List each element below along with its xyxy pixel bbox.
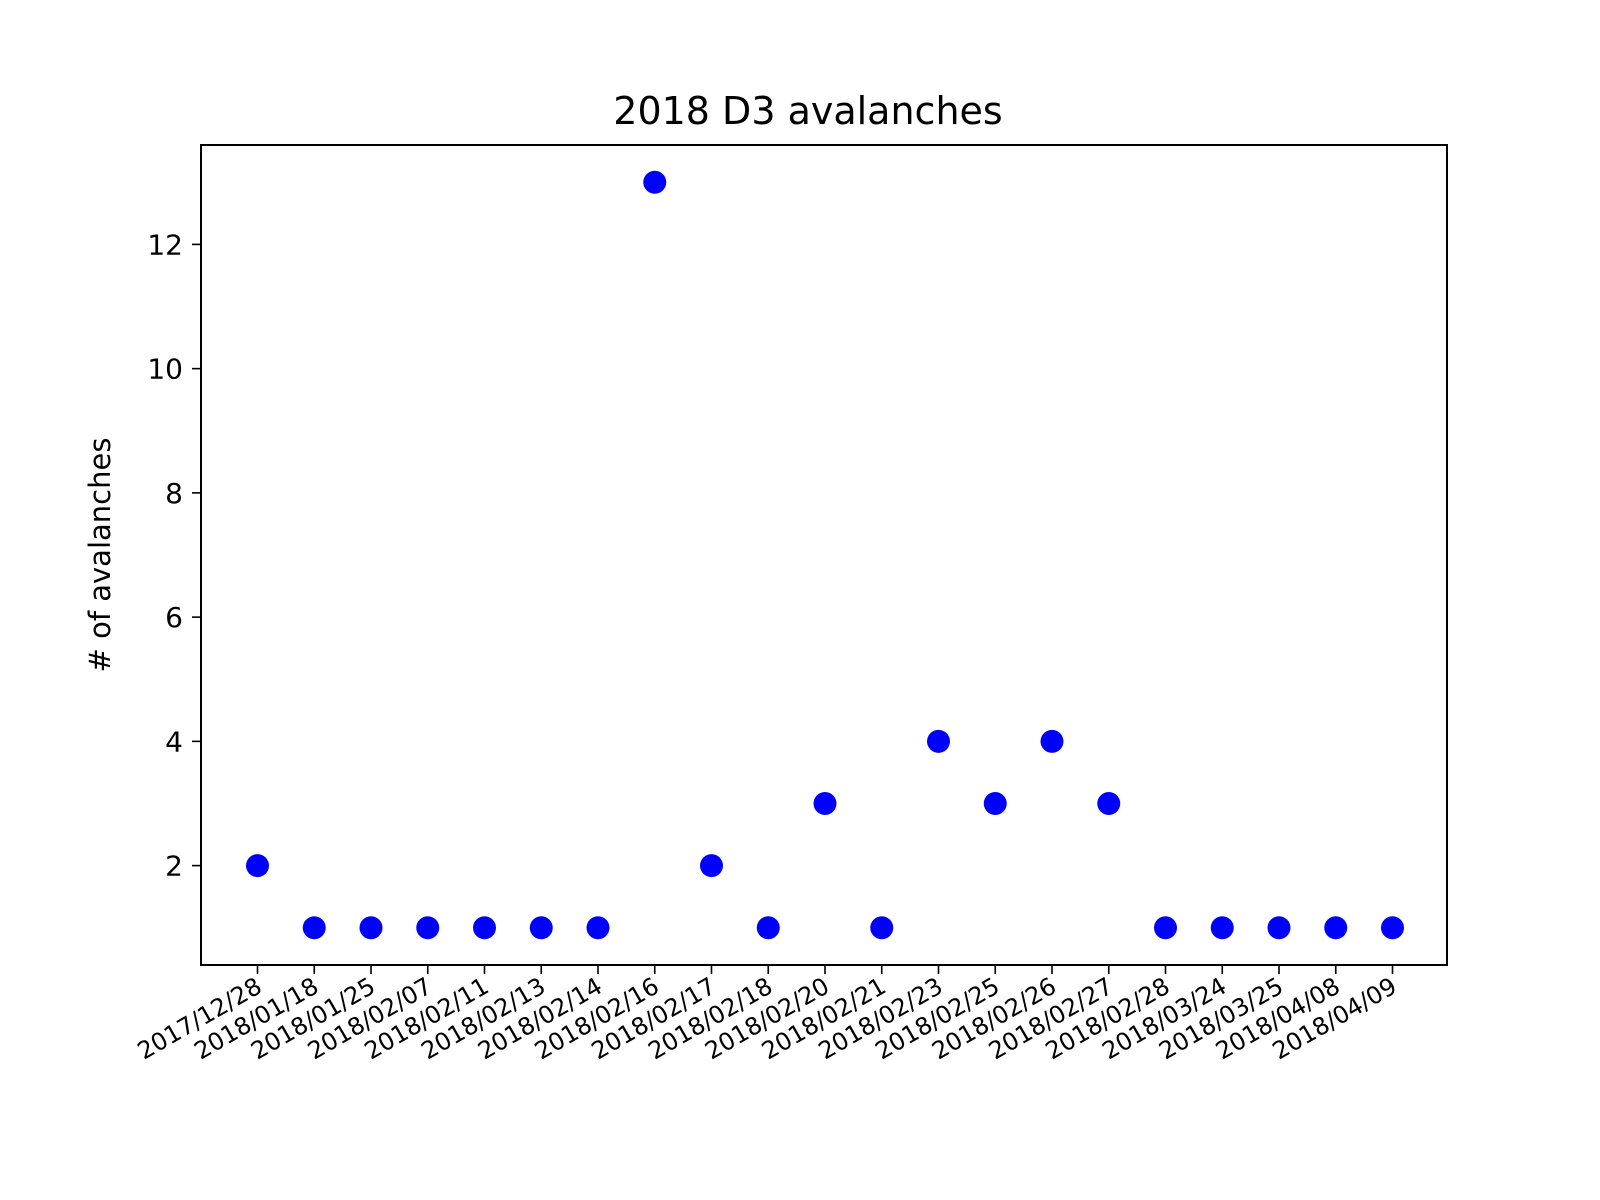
x-axis: 2017/12/282018/01/182018/01/252018/02/07… bbox=[133, 965, 1402, 1065]
data-point bbox=[1381, 916, 1404, 940]
data-point bbox=[302, 916, 326, 940]
y-tick-label: 12 bbox=[147, 228, 183, 261]
data-point bbox=[756, 916, 780, 940]
data-point bbox=[1154, 916, 1177, 940]
data-point bbox=[1267, 916, 1291, 940]
data-point bbox=[359, 916, 383, 940]
data-point bbox=[983, 791, 1007, 815]
data-point bbox=[473, 916, 496, 940]
data-point bbox=[700, 854, 723, 878]
data-point bbox=[927, 729, 950, 753]
y-tick-label: 10 bbox=[147, 353, 183, 386]
plot-area-frame bbox=[200, 144, 1448, 966]
data-point bbox=[813, 791, 837, 815]
data-point bbox=[1097, 791, 1121, 815]
y-tick-label: 6 bbox=[165, 601, 183, 634]
data-point bbox=[1040, 729, 1064, 753]
y-tick-label: 4 bbox=[165, 725, 183, 758]
data-point bbox=[529, 916, 553, 940]
y-tick-label: 2 bbox=[165, 850, 183, 883]
y-axis-label: # of avalanches bbox=[83, 438, 117, 673]
y-axis: 2 4 6 8 10 12 bbox=[147, 228, 201, 883]
data-point bbox=[416, 916, 440, 940]
data-point bbox=[643, 170, 667, 194]
data-points bbox=[246, 170, 1404, 940]
data-point bbox=[870, 916, 894, 940]
data-point bbox=[246, 854, 269, 878]
data-point bbox=[586, 916, 610, 940]
data-point bbox=[1210, 916, 1234, 940]
chart-title: 2018 D3 avalanches bbox=[613, 89, 1002, 133]
y-tick-label: 8 bbox=[165, 477, 183, 510]
data-point bbox=[1324, 916, 1348, 940]
